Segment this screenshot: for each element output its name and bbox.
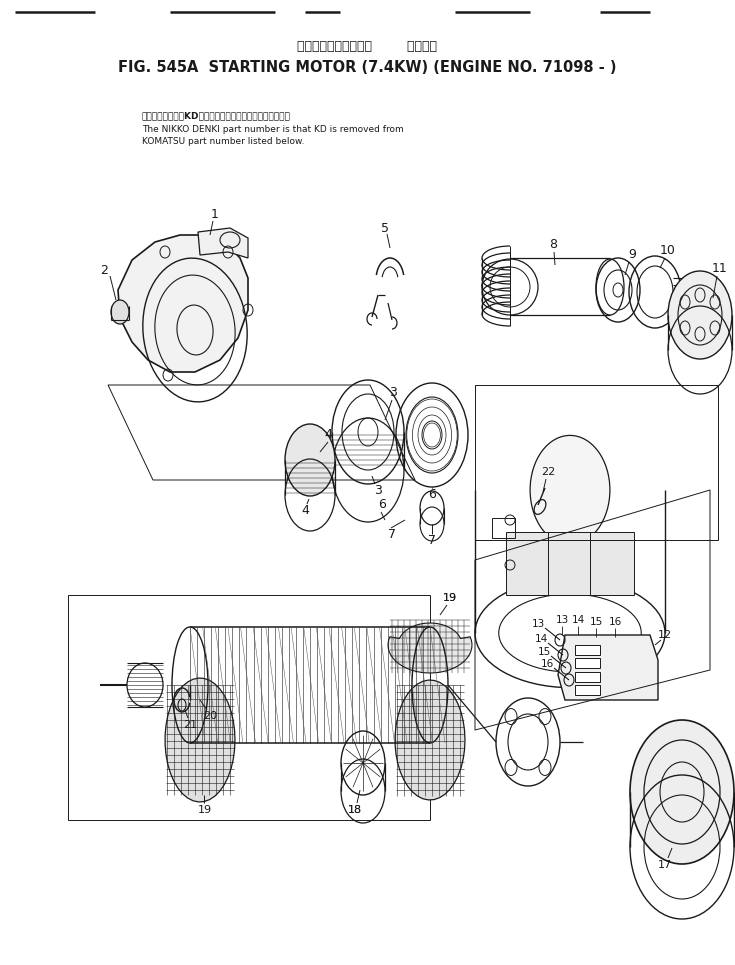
- Polygon shape: [558, 635, 658, 700]
- Text: 6: 6: [428, 487, 436, 501]
- Text: 21: 21: [183, 720, 197, 730]
- Polygon shape: [548, 532, 592, 595]
- Text: 2: 2: [100, 263, 108, 277]
- Text: 品番のメーカ記号KDを除いたものが日興電機の品番です。: 品番のメーカ記号KDを除いたものが日興電機の品番です。: [142, 112, 291, 121]
- Text: 4: 4: [301, 504, 309, 516]
- Polygon shape: [388, 623, 472, 673]
- Text: 19: 19: [198, 805, 212, 815]
- Text: 13: 13: [531, 619, 545, 629]
- Text: 19: 19: [443, 593, 457, 603]
- Text: 18: 18: [348, 805, 362, 815]
- Polygon shape: [118, 235, 248, 372]
- Text: 16: 16: [540, 659, 553, 669]
- Ellipse shape: [630, 720, 734, 864]
- Polygon shape: [575, 645, 600, 655]
- Ellipse shape: [530, 435, 610, 544]
- Polygon shape: [575, 672, 600, 682]
- Text: 18: 18: [348, 805, 362, 815]
- Text: 1: 1: [211, 208, 219, 222]
- Text: KOMATSU part number listed below.: KOMATSU part number listed below.: [142, 136, 304, 146]
- Polygon shape: [575, 685, 600, 695]
- Text: 14: 14: [534, 634, 548, 644]
- Text: 14: 14: [571, 615, 584, 625]
- Text: 7: 7: [388, 529, 396, 541]
- Ellipse shape: [668, 271, 732, 359]
- Text: 3: 3: [374, 483, 382, 497]
- Polygon shape: [198, 228, 248, 258]
- Text: 19: 19: [443, 593, 457, 603]
- Text: The NIKKO DENKI part number is that KD is removed from: The NIKKO DENKI part number is that KD i…: [142, 124, 404, 133]
- Text: 15: 15: [589, 617, 603, 627]
- Polygon shape: [395, 680, 465, 800]
- Text: 5: 5: [381, 222, 389, 234]
- Text: 17: 17: [658, 860, 672, 870]
- Ellipse shape: [285, 424, 335, 496]
- Text: 8: 8: [549, 238, 557, 252]
- Text: 12: 12: [658, 630, 672, 640]
- Text: 6: 6: [378, 499, 386, 511]
- Text: スターティングモータ        適用号機: スターティングモータ 適用号機: [297, 41, 437, 53]
- Text: 22: 22: [541, 467, 555, 477]
- Polygon shape: [590, 532, 634, 595]
- Text: 16: 16: [609, 617, 622, 627]
- Text: 15: 15: [537, 647, 551, 657]
- Text: 7: 7: [428, 534, 436, 546]
- Text: 20: 20: [203, 711, 217, 721]
- Polygon shape: [165, 678, 235, 802]
- Text: 13: 13: [556, 615, 569, 625]
- Text: 9: 9: [628, 249, 636, 262]
- Text: 4: 4: [324, 428, 332, 442]
- Text: 10: 10: [660, 243, 676, 257]
- Text: FIG. 545A  STARTING MOTOR (7.4KW) (ENGINE NO. 71098 - ): FIG. 545A STARTING MOTOR (7.4KW) (ENGINE…: [118, 61, 616, 75]
- Ellipse shape: [111, 300, 129, 324]
- Text: 11: 11: [712, 262, 728, 274]
- Polygon shape: [575, 658, 600, 668]
- Text: 3: 3: [389, 387, 397, 400]
- Polygon shape: [506, 532, 550, 595]
